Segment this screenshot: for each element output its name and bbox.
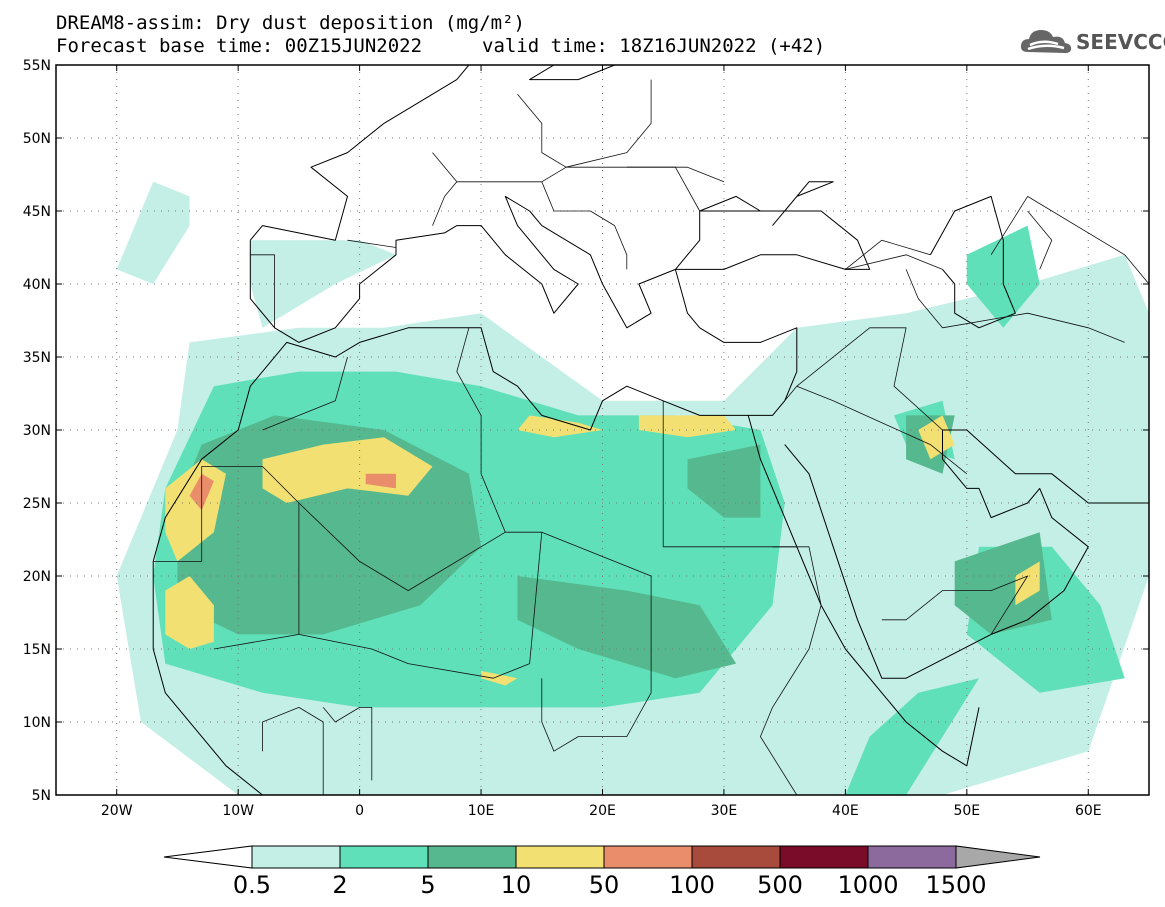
lon-tick-label: 50E xyxy=(953,803,980,819)
map-title: DREAM8-assim: Dry dust deposition (mg/m²… xyxy=(56,12,525,34)
lat-tick-label: 20N xyxy=(23,569,51,585)
lat-tick-label: 25N xyxy=(23,496,51,512)
colorbar-over-arrow xyxy=(955,845,1041,869)
lon-tick-label: 10E xyxy=(468,803,495,819)
colorbar-label: 1000 xyxy=(837,871,898,899)
country-border xyxy=(456,166,725,183)
contour-50-1 xyxy=(365,473,396,489)
colorbar-swatch-0 xyxy=(251,845,341,869)
country-border xyxy=(517,79,652,168)
country-border xyxy=(990,195,1149,285)
forecast-valid-time: valid time: 18Z16JUN2022 (+42) xyxy=(482,35,826,57)
colorbar-swatch-3 xyxy=(515,845,605,869)
colorbar-swatch-1 xyxy=(339,845,429,869)
colorbar-swatch-4 xyxy=(603,845,693,869)
country-border xyxy=(432,152,458,226)
country-border xyxy=(626,166,701,212)
colorbar-under-arrow xyxy=(163,845,253,869)
country-border xyxy=(760,546,822,795)
country-border xyxy=(541,181,628,270)
forecast-base-time: Forecast base time: 00Z15JUN2022 xyxy=(56,35,423,57)
contour-2-3 xyxy=(845,678,979,795)
coastline xyxy=(249,65,470,241)
colorbar-swatch-5 xyxy=(691,845,781,869)
coastline xyxy=(529,65,615,81)
colorbar-swatch-2 xyxy=(427,845,517,869)
country-border xyxy=(347,239,397,248)
contour-5-1 xyxy=(517,576,737,679)
contour-10-5 xyxy=(481,670,518,686)
country-border xyxy=(298,532,543,679)
country-border xyxy=(662,400,797,548)
lon-tick-label: 40E xyxy=(832,803,859,819)
contour-5-2 xyxy=(687,444,761,518)
colorbar-swatch-7 xyxy=(867,845,957,869)
contour-5-3 xyxy=(954,532,1052,635)
coastline xyxy=(929,195,1016,329)
country-border xyxy=(541,678,652,752)
country-border xyxy=(250,254,276,328)
colorbar-label: 1500 xyxy=(925,871,986,899)
colorbar-swatch-6 xyxy=(779,845,869,869)
colorbar-label: 50 xyxy=(589,871,620,899)
lat-tick-label: 50N xyxy=(23,131,51,147)
colorbar-label: 10 xyxy=(501,871,532,899)
country-border xyxy=(262,707,324,795)
lon-tick-label: 0 xyxy=(355,803,364,819)
country-border xyxy=(153,466,263,562)
country-border xyxy=(796,385,968,475)
country-border xyxy=(213,466,300,650)
lat-tick-label: 10N xyxy=(23,715,51,731)
country-border xyxy=(322,707,373,781)
contour-10-2 xyxy=(165,576,214,649)
seevccc-logo: SEEVCCC xyxy=(1018,24,1165,60)
colorbar: 0.5 2 5 10 50 100 500 1000 1500 xyxy=(163,845,1041,899)
contour-0.5-1 xyxy=(250,240,396,328)
lat-tick-label: 55N xyxy=(23,58,51,74)
colorbar-label: 100 xyxy=(669,871,715,899)
dust-contours xyxy=(116,181,1149,795)
lat-tick-label: 30N xyxy=(23,423,51,439)
lon-tick-label: 10W xyxy=(222,803,254,819)
coastline xyxy=(747,415,980,767)
logo-text: SEEVCCC xyxy=(1076,30,1165,54)
country-border xyxy=(772,327,943,431)
coastline xyxy=(784,429,1149,679)
lon-tick-label: 30E xyxy=(711,803,738,819)
colorbar-label: 500 xyxy=(757,871,803,899)
lat-tick-label: 45N xyxy=(23,204,51,220)
country-border xyxy=(881,575,1028,635)
lat-tick-label: 15N xyxy=(23,642,51,658)
coastline xyxy=(152,195,871,795)
contour-10-6 xyxy=(918,415,955,460)
coastline xyxy=(699,181,834,226)
country-border xyxy=(845,239,943,270)
lat-tick-label: 40N xyxy=(23,277,51,293)
contour-10-3 xyxy=(517,415,603,438)
country-border xyxy=(456,327,506,533)
contour-0.5-2 xyxy=(116,181,190,284)
lat-tick-label: 35N xyxy=(23,350,51,366)
country-border xyxy=(905,269,1125,343)
colorbar-label: 0.5 xyxy=(233,871,271,899)
country-border xyxy=(1027,210,1053,270)
forecast-time-line: Forecast base time: 00Z15JUN2022 valid ti… xyxy=(56,35,825,57)
contour-10-7 xyxy=(1015,561,1040,606)
country-border xyxy=(262,356,348,431)
longitude-labels: 20W 10W 0 10E 20E 30E 40E 50E 60E xyxy=(101,65,1102,819)
colorbar-label: 5 xyxy=(420,871,435,899)
colorbar-label: 2 xyxy=(332,871,347,899)
lat-tick-label: 5N xyxy=(32,788,51,804)
lon-tick-label: 20W xyxy=(101,803,133,819)
cloud-logo-icon xyxy=(1020,30,1072,53)
lon-tick-label: 20E xyxy=(589,803,616,819)
latitude-labels: 55N 50N 45N 40N 35N 30N 25N 20N 15N 10N 5N xyxy=(23,58,1149,804)
lon-tick-label: 60E xyxy=(1075,803,1102,819)
coastlines xyxy=(152,65,1149,795)
country-borders xyxy=(153,79,1149,795)
